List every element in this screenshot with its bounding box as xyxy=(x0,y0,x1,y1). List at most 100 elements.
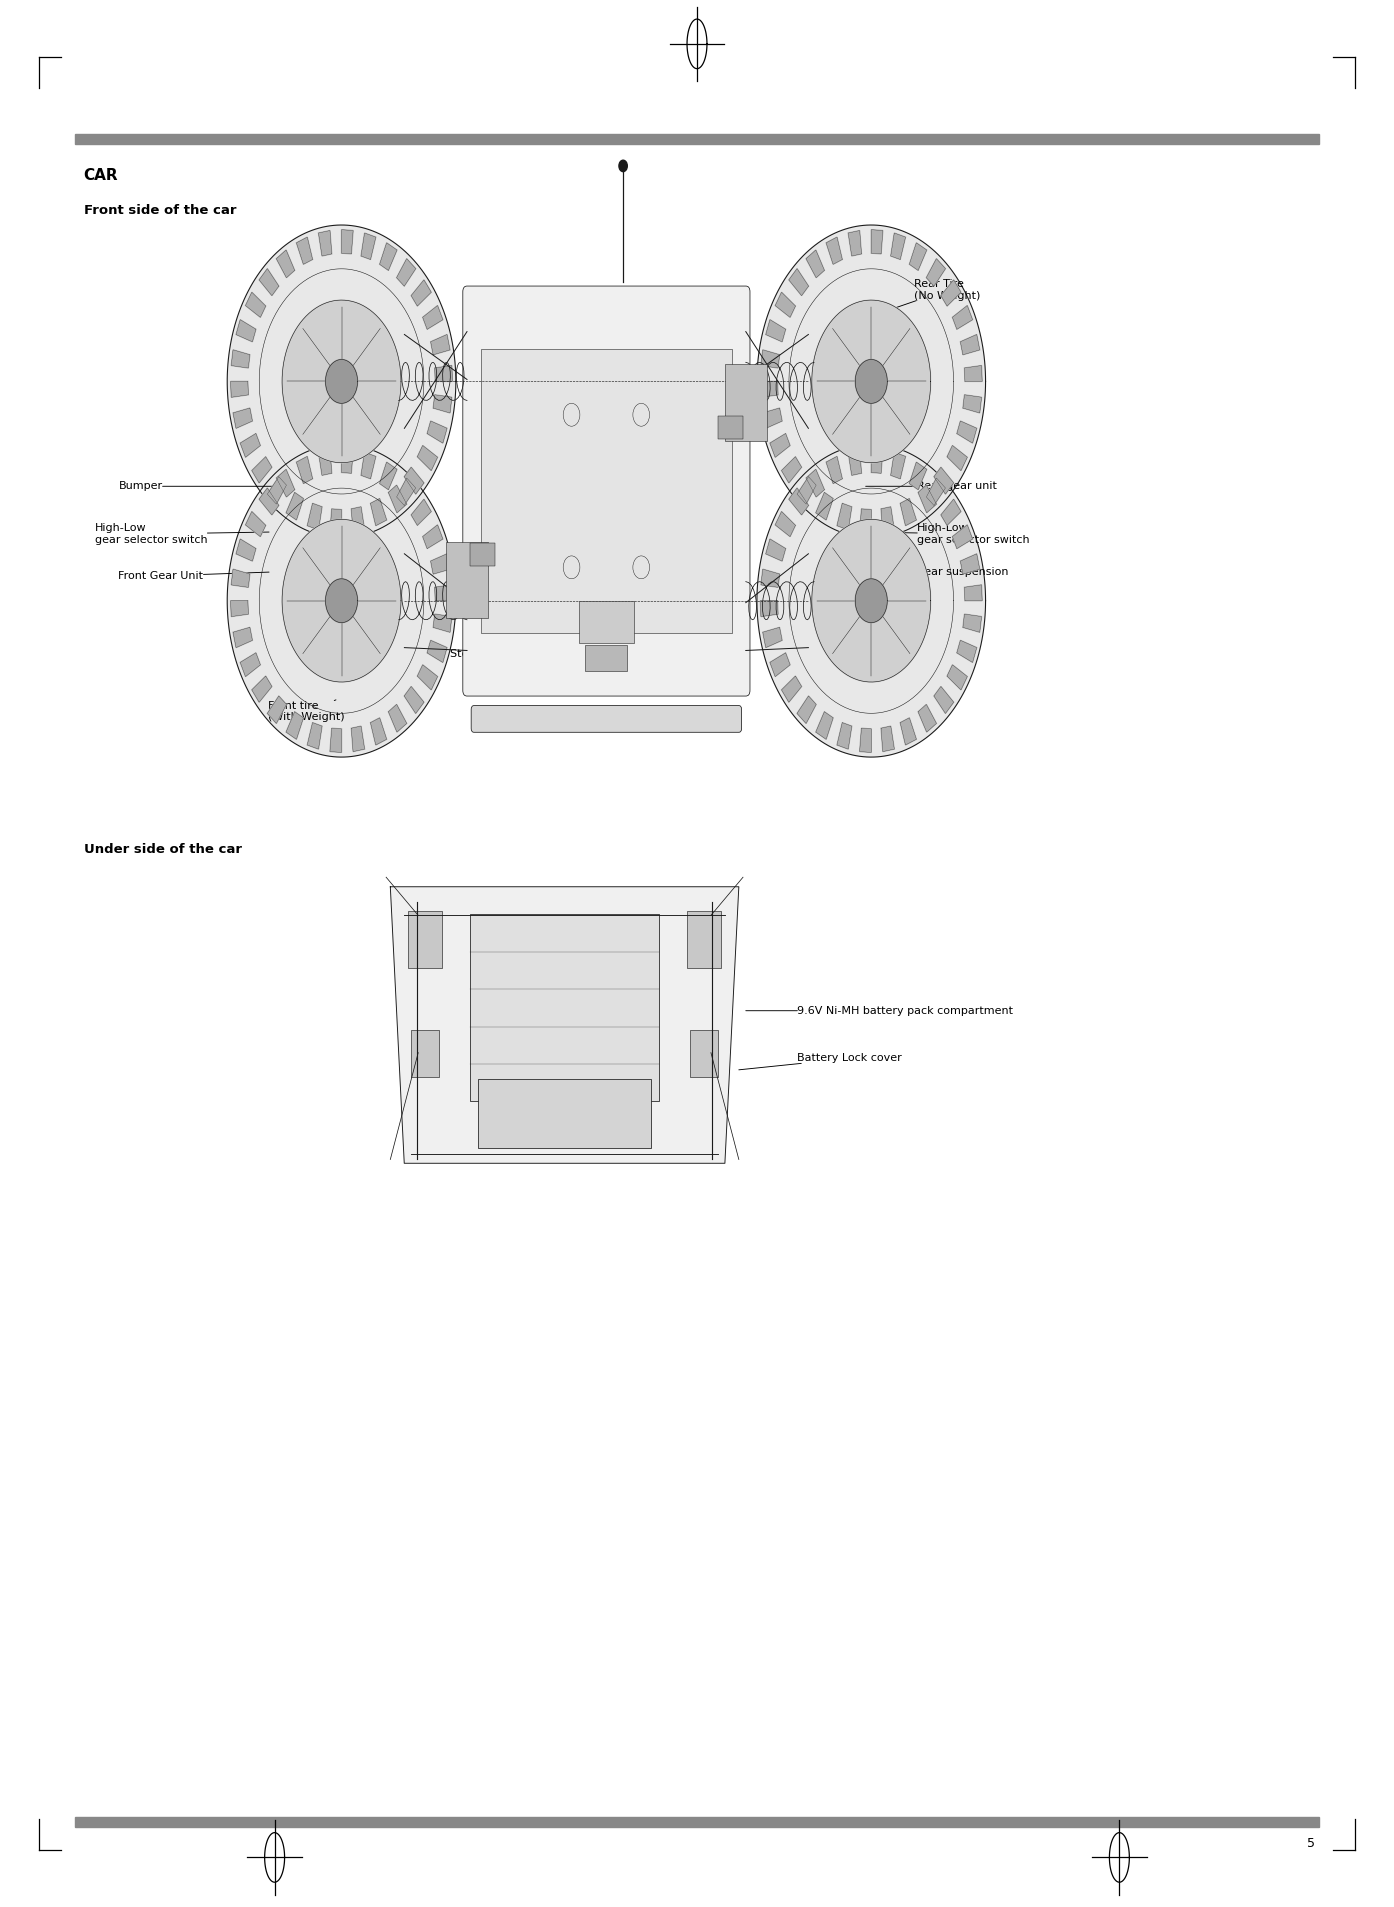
Polygon shape xyxy=(891,452,906,479)
Text: Front tire
(With Weight): Front tire (With Weight) xyxy=(268,700,344,723)
Polygon shape xyxy=(919,704,937,732)
Polygon shape xyxy=(404,687,424,713)
Bar xyxy=(481,349,732,633)
Polygon shape xyxy=(947,446,967,471)
Text: Rear Tire
(No Weight): Rear Tire (No Weight) xyxy=(892,278,981,309)
Polygon shape xyxy=(245,511,266,536)
Polygon shape xyxy=(351,727,365,751)
Text: High-Low
gear selector switch: High-Low gear selector switch xyxy=(95,523,269,545)
Polygon shape xyxy=(231,349,250,368)
Polygon shape xyxy=(371,498,386,526)
Polygon shape xyxy=(827,456,842,484)
Polygon shape xyxy=(227,225,456,538)
Polygon shape xyxy=(909,461,927,490)
Polygon shape xyxy=(230,381,248,397)
FancyBboxPatch shape xyxy=(463,286,750,696)
Polygon shape xyxy=(404,467,424,494)
Polygon shape xyxy=(960,553,980,574)
Bar xyxy=(718,416,743,439)
Polygon shape xyxy=(901,717,916,746)
Polygon shape xyxy=(268,696,286,723)
Text: ON/OFF
Power Switch: ON/OFF Power Switch xyxy=(548,572,622,595)
Polygon shape xyxy=(434,395,452,414)
Polygon shape xyxy=(276,469,294,498)
Polygon shape xyxy=(240,652,261,677)
Text: Front side of the car: Front side of the car xyxy=(84,204,236,217)
Polygon shape xyxy=(431,334,450,355)
Polygon shape xyxy=(286,711,304,740)
Text: Steering servo unit: Steering servo unit xyxy=(450,648,556,660)
Polygon shape xyxy=(811,519,931,683)
Polygon shape xyxy=(775,292,796,317)
Polygon shape xyxy=(422,305,443,330)
Polygon shape xyxy=(761,568,779,587)
Polygon shape xyxy=(963,614,981,633)
Polygon shape xyxy=(891,233,906,259)
Polygon shape xyxy=(941,280,960,305)
Circle shape xyxy=(619,160,627,172)
Polygon shape xyxy=(417,446,438,471)
Polygon shape xyxy=(760,381,778,397)
Bar xyxy=(408,910,442,967)
Polygon shape xyxy=(330,509,342,534)
Polygon shape xyxy=(390,887,739,1163)
Polygon shape xyxy=(351,507,365,532)
Polygon shape xyxy=(245,292,266,317)
Bar xyxy=(579,601,634,643)
Polygon shape xyxy=(757,444,986,757)
Polygon shape xyxy=(927,479,945,505)
Polygon shape xyxy=(960,334,980,355)
Polygon shape xyxy=(836,503,852,530)
Polygon shape xyxy=(947,666,967,690)
Polygon shape xyxy=(909,242,927,271)
Bar xyxy=(411,1030,439,1077)
Polygon shape xyxy=(956,421,977,442)
Polygon shape xyxy=(252,677,272,702)
Polygon shape xyxy=(827,236,842,265)
Polygon shape xyxy=(240,433,261,458)
Polygon shape xyxy=(422,524,443,549)
Polygon shape xyxy=(227,444,456,757)
Polygon shape xyxy=(297,236,312,265)
Polygon shape xyxy=(775,511,796,536)
Text: Rear gear unit: Rear gear unit xyxy=(866,481,997,492)
Polygon shape xyxy=(856,360,887,402)
Bar xyxy=(470,913,659,1100)
Polygon shape xyxy=(763,627,782,648)
Polygon shape xyxy=(230,601,248,616)
Polygon shape xyxy=(806,469,824,498)
Polygon shape xyxy=(330,728,342,753)
Polygon shape xyxy=(881,727,895,751)
Polygon shape xyxy=(417,666,438,690)
Polygon shape xyxy=(789,488,809,515)
Polygon shape xyxy=(860,509,871,534)
Polygon shape xyxy=(435,585,453,601)
Polygon shape xyxy=(806,250,824,278)
Polygon shape xyxy=(934,687,953,713)
Polygon shape xyxy=(259,488,279,515)
Polygon shape xyxy=(856,580,887,622)
Bar xyxy=(687,910,721,967)
Polygon shape xyxy=(282,299,401,463)
Polygon shape xyxy=(919,484,937,513)
Polygon shape xyxy=(427,641,447,662)
Polygon shape xyxy=(307,723,322,749)
Polygon shape xyxy=(952,524,973,549)
Bar xyxy=(478,1079,651,1148)
Text: Under side of the car: Under side of the car xyxy=(84,843,241,856)
Text: Front Gear Unit: Front Gear Unit xyxy=(118,570,269,582)
Polygon shape xyxy=(765,320,786,341)
Polygon shape xyxy=(389,484,407,513)
Polygon shape xyxy=(427,421,447,442)
Polygon shape xyxy=(782,458,802,482)
Polygon shape xyxy=(318,231,332,256)
Text: Bumper: Bumper xyxy=(118,481,282,492)
Polygon shape xyxy=(361,233,376,259)
Polygon shape xyxy=(318,450,332,475)
Text: Antenna pipe: Antenna pipe xyxy=(636,292,750,309)
Polygon shape xyxy=(431,553,450,574)
Polygon shape xyxy=(397,259,415,286)
Bar xyxy=(470,543,495,566)
Polygon shape xyxy=(379,461,397,490)
Polygon shape xyxy=(769,433,790,458)
